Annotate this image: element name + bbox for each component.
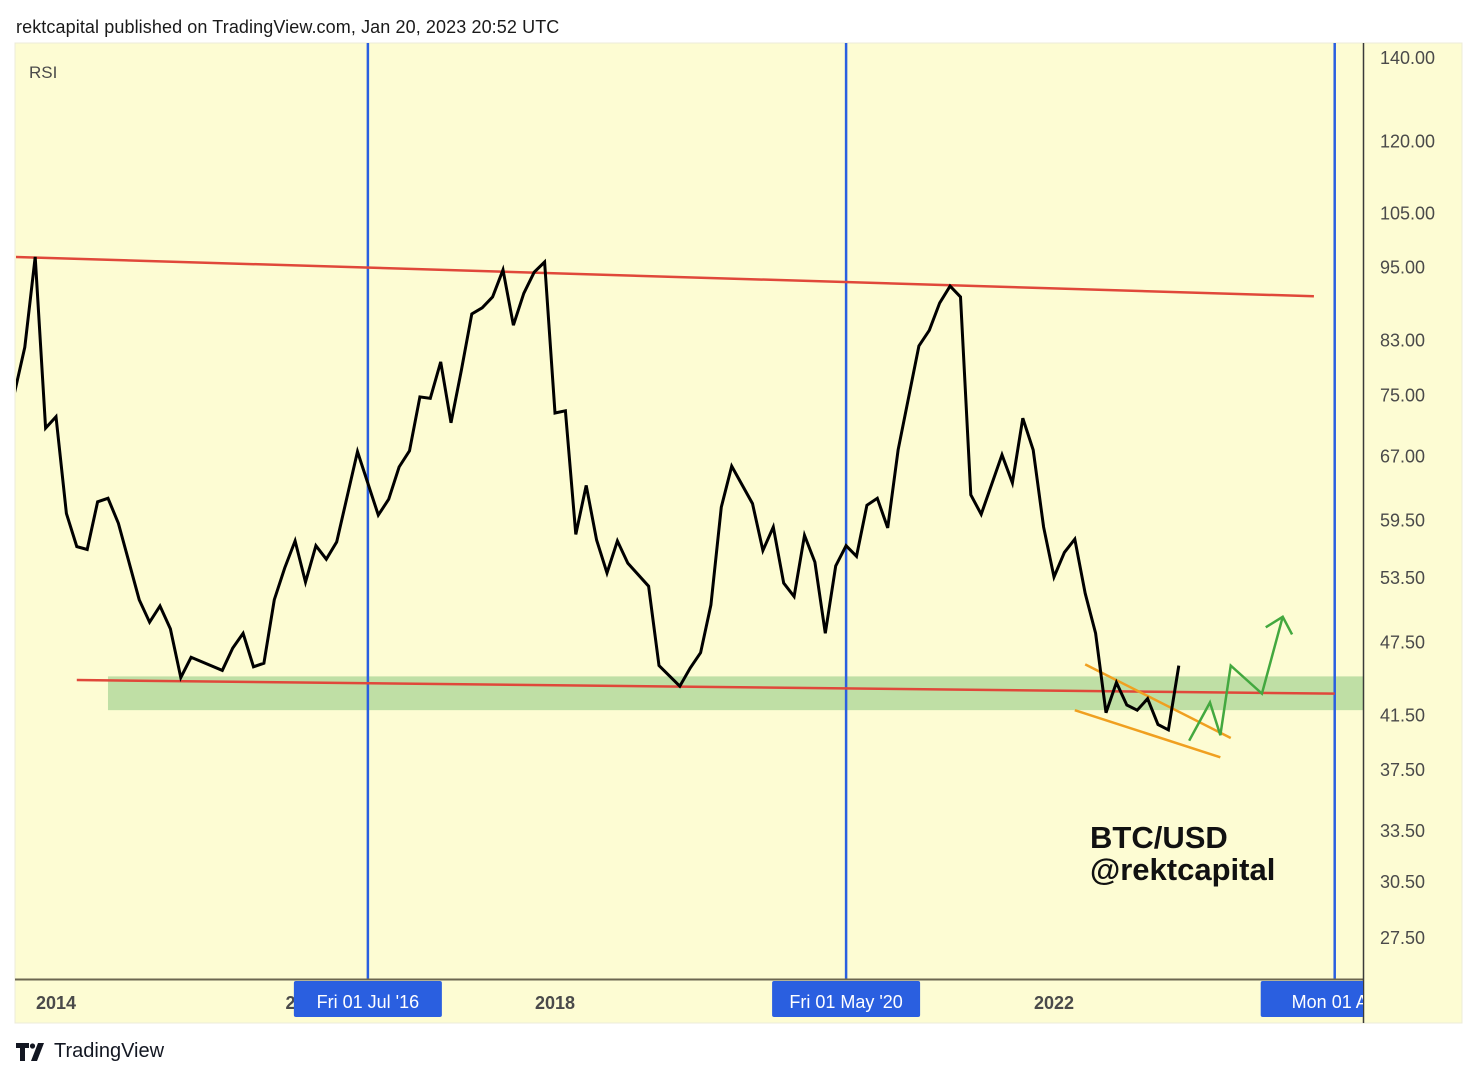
cycle-date-label[interactable]: Mon 01 Ap — [1260, 981, 1409, 1017]
price-axis[interactable]: 140.00 120.00 105.00 95.00 83.00 75.00 67.00 59… — [1380, 48, 1435, 948]
channel-lower-line[interactable] — [1074, 708, 1221, 759]
indicator-label: RSI — [29, 63, 57, 82]
price-tick-label: 53.50 — [1380, 568, 1425, 588]
price-tick-label: 37.50 — [1380, 760, 1425, 780]
price-tick-label: 95.00 — [1380, 258, 1425, 278]
watermark-symbol: BTC/USD — [1090, 820, 1228, 855]
date-pill — [293, 981, 442, 1017]
date-pill-text: Fri 01 Jul '16 — [317, 992, 419, 1012]
footer: TradingView — [16, 1040, 164, 1063]
price-tick-label: 75.00 — [1380, 385, 1425, 405]
time-tick-label: 2018 — [535, 993, 575, 1013]
price-tick-label: 140.00 — [1380, 48, 1435, 68]
price-tick-label: 83.00 — [1380, 331, 1425, 351]
projection-path[interactable] — [1188, 616, 1284, 742]
price-tick-label: 27.50 — [1380, 928, 1425, 948]
price-tick-label: 47.50 — [1380, 632, 1425, 652]
price-tick-label: 105.00 — [1380, 204, 1435, 224]
date-pill — [772, 981, 921, 1017]
cycle-date-label[interactable]: Fri 01 Jul '16 — [293, 981, 442, 1017]
time-tick-label: 2014 — [36, 993, 76, 1013]
projection-arrowhead — [1265, 615, 1294, 636]
tradingview-logo-icon — [16, 1042, 44, 1061]
price-tick-label: 41.50 — [1380, 705, 1425, 725]
date-pill — [1260, 981, 1363, 1017]
price-tick-label: 33.50 — [1380, 821, 1425, 841]
date-pill-text: Mon 01 Ap — [1292, 992, 1378, 1012]
support-trendline[interactable] — [76, 678, 1335, 695]
chart-background — [14, 42, 1463, 1024]
rsi-line — [16, 256, 1181, 733]
price-tick-label: 59.50 — [1380, 511, 1425, 531]
publish-info: rektcapital published on TradingView.com… — [16, 17, 560, 37]
price-tick-label: 30.50 — [1380, 872, 1425, 892]
watermark-author: @rektcapital — [1090, 852, 1275, 887]
price-tick-label: 67.00 — [1380, 446, 1425, 466]
date-pill-text: Fri 01 May '20 — [789, 992, 902, 1012]
resistance-trendline[interactable] — [14, 255, 1314, 298]
footer-brand: TradingView — [54, 1040, 165, 1062]
price-tick-label: 120.00 — [1380, 131, 1435, 151]
time-tick-label: 2022 — [1034, 993, 1074, 1013]
cycle-date-label[interactable]: Fri 01 May '20 — [772, 981, 921, 1017]
channel-upper-line[interactable] — [1084, 663, 1232, 740]
